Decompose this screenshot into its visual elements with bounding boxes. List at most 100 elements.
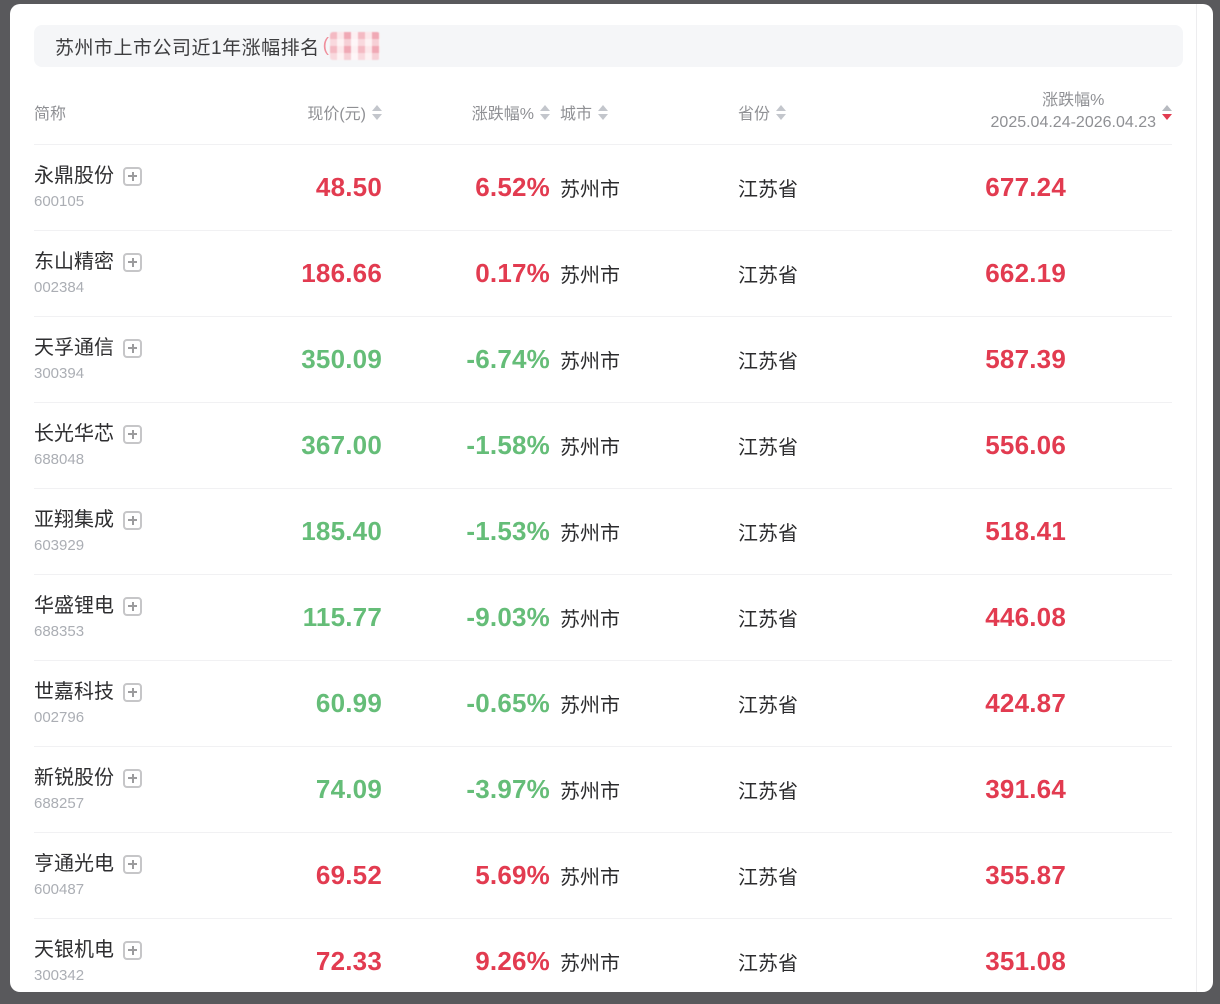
daily-change-pct: -0.65% <box>466 688 550 718</box>
stock-code: 688048 <box>34 451 85 468</box>
stock-code: 002796 <box>34 709 85 726</box>
city: 苏州市 <box>560 351 620 373</box>
period-change-pct: 662.19 <box>985 258 1066 288</box>
current-price: 60.99 <box>315 688 382 718</box>
redacted-blur-block <box>330 32 381 60</box>
company-name[interactable]: 天银机电 <box>34 939 114 961</box>
col-header-name: 简称 <box>34 100 250 124</box>
table-row[interactable]: 亚翔集成 603929 185.40 -1.53% 苏州市 江苏省 518.41 <box>34 488 1172 574</box>
scrollbar-track[interactable] <box>1196 4 1197 992</box>
name-cell: 东山精密 002384 <box>34 252 250 295</box>
col-header-province[interactable]: 省份 <box>728 100 898 124</box>
company-name[interactable]: 新锐股份 <box>34 767 114 789</box>
city: 苏州市 <box>560 609 620 631</box>
col-header-price-label: 现价(元) <box>307 106 366 123</box>
stock-code: 603929 <box>34 537 85 554</box>
sort-icon[interactable] <box>540 104 550 120</box>
title-open-paren: ( <box>322 35 330 56</box>
add-to-watchlist-icon[interactable] <box>123 338 142 358</box>
company-name[interactable]: 天孚通信 <box>34 337 114 359</box>
period-change-title: 涨跌幅% <box>1042 91 1105 109</box>
province: 江苏省 <box>738 351 798 373</box>
add-to-watchlist-icon[interactable] <box>123 854 142 874</box>
period-change-pct: 391.64 <box>985 774 1066 804</box>
stock-code: 300342 <box>34 967 85 984</box>
company-name[interactable]: 东山精密 <box>34 251 114 273</box>
current-price: 74.09 <box>315 774 382 804</box>
company-name[interactable]: 亚翔集成 <box>34 509 114 531</box>
table-row[interactable]: 新锐股份 688257 74.09 -3.97% 苏州市 江苏省 391.64 <box>34 746 1172 832</box>
add-to-watchlist-icon[interactable] <box>123 596 142 616</box>
add-to-watchlist-icon[interactable] <box>123 768 142 788</box>
add-to-watchlist-icon[interactable] <box>123 424 142 444</box>
table-row[interactable]: 天孚通信 300394 350.09 -6.74% 苏州市 江苏省 587.39 <box>34 316 1172 402</box>
company-name[interactable]: 永鼎股份 <box>34 165 114 187</box>
page-title: 苏州市上市公司近1年涨幅排名 <box>55 37 320 59</box>
table-body: 永鼎股份 600105 48.50 6.52% 苏州市 江苏省 677.24 东… <box>34 144 1172 992</box>
city: 苏州市 <box>560 695 620 717</box>
period-change-pct: 587.39 <box>985 344 1066 374</box>
period-change-pct: 351.08 <box>985 946 1066 976</box>
col-header-name-label: 简称 <box>34 106 67 123</box>
name-cell: 永鼎股份 600105 <box>34 166 250 209</box>
current-price: 186.66 <box>301 258 382 288</box>
col-header-price[interactable]: 现价(元) <box>250 100 382 124</box>
table-row[interactable]: 长光华芯 688048 367.00 -1.58% 苏州市 江苏省 556.06 <box>34 402 1172 488</box>
daily-change-pct: -1.53% <box>466 516 550 546</box>
province: 江苏省 <box>738 953 798 975</box>
col-header-city-label: 城市 <box>560 106 593 123</box>
daily-change-pct: 5.69% <box>475 860 550 890</box>
company-name[interactable]: 华盛锂电 <box>34 595 114 617</box>
period-change-pct: 518.41 <box>985 516 1066 546</box>
col-header-period-change[interactable]: 涨跌幅% 2025.04.24-2026.04.23 <box>898 90 1172 135</box>
name-cell: 亚翔集成 603929 <box>34 510 250 553</box>
stock-code: 688257 <box>34 795 85 812</box>
col-header-city[interactable]: 城市 <box>550 100 728 124</box>
name-cell: 亨通光电 600487 <box>34 854 250 897</box>
city: 苏州市 <box>560 781 620 803</box>
company-name[interactable]: 亨通光电 <box>34 853 114 875</box>
stock-code: 300394 <box>34 365 85 382</box>
company-name[interactable]: 世嘉科技 <box>34 681 114 703</box>
table-row[interactable]: 世嘉科技 002796 60.99 -0.65% 苏州市 江苏省 424.87 <box>34 660 1172 746</box>
daily-change-pct: 0.17% <box>475 258 550 288</box>
name-cell: 新锐股份 688257 <box>34 768 250 811</box>
col-header-change[interactable]: 涨跌幅% <box>382 100 550 124</box>
daily-change-pct: -9.03% <box>466 602 550 632</box>
add-to-watchlist-icon[interactable] <box>123 252 142 272</box>
daily-change-pct: 6.52% <box>475 172 550 202</box>
sort-icon-active[interactable] <box>1162 104 1172 120</box>
add-to-watchlist-icon[interactable] <box>123 166 142 186</box>
table-row[interactable]: 东山精密 002384 186.66 0.17% 苏州市 江苏省 662.19 <box>34 230 1172 316</box>
period-change-pct: 446.08 <box>985 602 1066 632</box>
sort-icon[interactable] <box>776 104 787 120</box>
province: 江苏省 <box>738 523 798 545</box>
name-cell: 天银机电 300342 <box>34 940 250 983</box>
sort-icon[interactable] <box>372 104 382 120</box>
current-price: 48.50 <box>315 172 382 202</box>
col-header-province-label: 省份 <box>738 106 771 123</box>
company-name[interactable]: 长光华芯 <box>34 423 114 445</box>
col-header-period-change-label: 涨跌幅% 2025.04.24-2026.04.23 <box>991 90 1156 135</box>
add-to-watchlist-icon[interactable] <box>123 940 142 960</box>
current-price: 367.00 <box>301 430 382 460</box>
current-price: 72.33 <box>315 946 382 976</box>
table-row[interactable]: 华盛锂电 688353 115.77 -9.03% 苏州市 江苏省 446.08 <box>34 574 1172 660</box>
current-price: 69.52 <box>315 860 382 890</box>
table-row[interactable]: 亨通光电 600487 69.52 5.69% 苏州市 江苏省 355.87 <box>34 832 1172 918</box>
table-row[interactable]: 永鼎股份 600105 48.50 6.52% 苏州市 江苏省 677.24 <box>34 144 1172 230</box>
current-price: 185.40 <box>301 516 382 546</box>
name-cell: 天孚通信 300394 <box>34 338 250 381</box>
daily-change-pct: -1.58% <box>466 430 550 460</box>
daily-change-pct: -3.97% <box>466 774 550 804</box>
province: 江苏省 <box>738 265 798 287</box>
city: 苏州市 <box>560 953 620 975</box>
table-row[interactable]: 天银机电 300342 72.33 9.26% 苏州市 江苏省 351.08 <box>34 918 1172 992</box>
city: 苏州市 <box>560 867 620 889</box>
add-to-watchlist-icon[interactable] <box>123 510 142 530</box>
add-to-watchlist-icon[interactable] <box>123 682 142 702</box>
period-change-pct: 677.24 <box>985 172 1066 202</box>
sort-icon[interactable] <box>598 104 609 120</box>
daily-change-pct: -6.74% <box>466 344 550 374</box>
period-change-pct: 355.87 <box>985 860 1066 890</box>
